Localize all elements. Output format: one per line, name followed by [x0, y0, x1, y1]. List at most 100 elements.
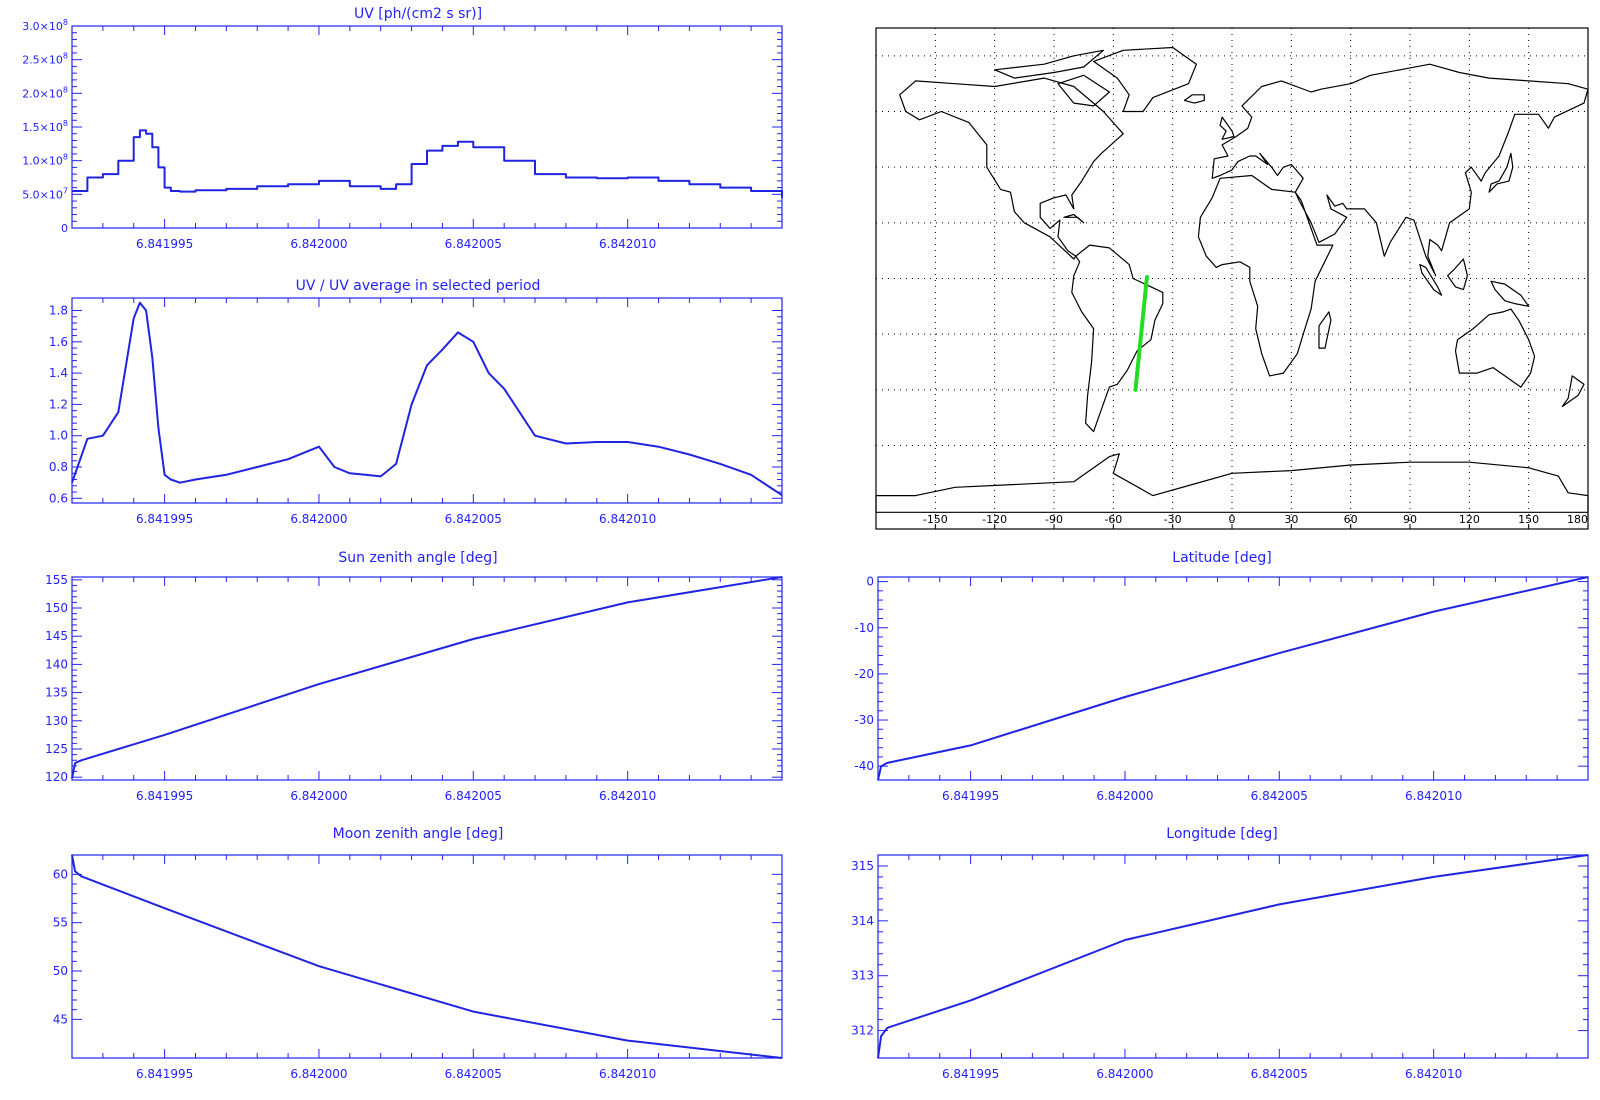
sun-zenith-x-tick-label: 6.842005 — [445, 789, 502, 803]
latitude-title: Latitude [deg] — [1172, 550, 1271, 566]
sun-zenith-x-tick-label: 6.841995 — [136, 789, 193, 803]
uv-ratio-x-tick-label: 6.842005 — [445, 512, 502, 526]
moon-zenith-y-tick-label: 60 — [53, 867, 68, 881]
uv-ratio-panel: UV / UV average in selected period 6.841… — [49, 278, 783, 526]
uv-ratio-x-tick-label: 6.842000 — [290, 512, 347, 526]
coastline-arctic-islands — [994, 49, 1105, 79]
sun-zenith-y-tick-label: 120 — [45, 770, 68, 784]
moon-zenith-y-tick-label: 45 — [53, 1012, 68, 1026]
uv-y-tick-label: 1.5×108 — [22, 119, 68, 134]
coastline-new-guinea — [1490, 280, 1530, 307]
uv-y-tick-label: 2.0×108 — [22, 85, 68, 100]
map-x-tick-label: 180 — [1567, 513, 1588, 526]
latitude-plot-frame — [877, 576, 1589, 781]
moon-zenith-x-tick-label: 6.842010 — [599, 1067, 656, 1081]
latitude-y-tick-label: -30 — [854, 713, 874, 727]
sun-zenith-x-tick-label: 6.842010 — [599, 789, 656, 803]
coastline-iceland — [1183, 94, 1205, 104]
coastline-japan — [1488, 152, 1514, 193]
uv-y-tick-label: 0 — [61, 222, 68, 235]
sun-zenith-y-tick-label: 155 — [45, 573, 68, 587]
longitude-x-tick-label: 6.842005 — [1251, 1067, 1308, 1081]
map-x-tick-label: -90 — [1045, 513, 1063, 526]
uv-title: UV [ph/(cm2 s sr)] — [354, 6, 482, 22]
sun-zenith-series-line — [71, 576, 783, 779]
ground-track — [1133, 275, 1149, 392]
longitude-x-tick-label: 6.842000 — [1096, 1067, 1153, 1081]
uv-ratio-y-tick-label: 1.4 — [49, 366, 68, 380]
longitude-x-tick-label: 6.841995 — [942, 1067, 999, 1081]
world-map-panel: -150 -120 -90 -60 -30 0 30 60 90 120 150 180 — [875, 27, 1589, 530]
moon-zenith-title: Moon zenith angle [deg] — [333, 826, 504, 842]
latitude-series-line — [877, 576, 1589, 781]
longitude-title: Longitude [deg] — [1166, 826, 1277, 842]
uv-ratio-x-tick-label: 6.841995 — [136, 512, 193, 526]
sun-zenith-y-tick-label: 125 — [45, 742, 68, 756]
sun-zenith-y-tick-label: 145 — [45, 629, 68, 643]
moon-zenith-y-tick-label: 55 — [53, 916, 68, 930]
latitude-x-tick-label: 6.842000 — [1096, 789, 1153, 803]
latitude-x-tick-label: 6.842005 — [1251, 789, 1308, 803]
moon-zenith-plot-frame — [71, 854, 783, 1059]
uv-ratio-y-tick-label: 0.6 — [49, 491, 68, 505]
uv-plot-frame — [71, 25, 783, 229]
coastline-madagascar — [1318, 311, 1332, 349]
moon-zenith-panel: Moon zenith angle [deg] 6.841995 6.842000… — [53, 826, 783, 1081]
sun-zenith-y-tick-label: 130 — [45, 714, 68, 728]
sun-zenith-title: Sun zenith angle [deg] — [338, 550, 497, 566]
uv-ratio-y-tick-label: 1.6 — [49, 335, 68, 349]
sun-zenith-panel: Sun zenith angle [deg] 6.841995 6.842000 6… — [45, 550, 783, 803]
coastline-antarctica — [875, 453, 1589, 513]
uv-panel: UV [ph/(cm2 s sr)] 6.841995 6.842000 6.842… — [22, 6, 783, 251]
sun-zenith-plot-frame — [71, 576, 783, 781]
longitude-y-tick-label: 314 — [851, 914, 874, 928]
latitude-x-tick-label: 6.841995 — [942, 789, 999, 803]
longitude-y-tick-label: 315 — [851, 859, 874, 873]
latitude-y-tick-label: -10 — [854, 621, 874, 635]
coastline-sumatra — [1419, 264, 1443, 296]
latitude-panel: Latitude [deg] 6.841995 6.842000 6.842005 6… — [854, 550, 1589, 803]
coastline-greenland — [1092, 46, 1198, 113]
moon-zenith-x-tick-label: 6.841995 — [136, 1067, 193, 1081]
uv-ratio-y-tick-label: 0.8 — [49, 460, 68, 474]
sun-zenith-y-tick-label: 135 — [45, 686, 68, 700]
map-frame — [875, 27, 1589, 530]
longitude-y-tick-label: 312 — [851, 1024, 874, 1038]
uv-ratio-y-tick-label: 1.2 — [49, 397, 68, 411]
map-x-tick-label: 60 — [1344, 513, 1358, 526]
uv-ratio-y-tick-label: 1.0 — [49, 429, 68, 443]
latitude-y-tick-label: -40 — [854, 759, 874, 773]
coastline-australia — [1454, 308, 1536, 388]
map-x-tick-label: 0 — [1229, 513, 1236, 526]
map-x-tick-label: -30 — [1164, 513, 1182, 526]
latitude-y-tick-label: -20 — [854, 667, 874, 681]
uv-y-tick-label: 3.0×108 — [22, 18, 68, 33]
coastline-south-america — [1071, 244, 1164, 433]
coastline-north-america — [899, 77, 1124, 260]
uv-x-tick-label: 6.841995 — [136, 237, 193, 251]
uv-x-tick-label: 6.842000 — [290, 237, 347, 251]
coastline-new-zealand — [1561, 375, 1585, 408]
uv-ratio-y-tick-label: 1.8 — [49, 304, 68, 318]
longitude-panel: Longitude [deg] 6.841995 6.842000 6.842005… — [851, 826, 1589, 1081]
uv-ratio-x-tick-label: 6.842010 — [599, 512, 656, 526]
coastline-eurasia — [1211, 63, 1589, 277]
map-x-tick-label: -60 — [1104, 513, 1122, 526]
uv-y-tick-label: 5.0×107 — [22, 186, 68, 201]
sun-zenith-y-tick-label: 140 — [45, 657, 68, 671]
map-x-tick-label: -150 — [923, 513, 948, 526]
coastline-africa — [1197, 174, 1334, 377]
uv-x-tick-label: 6.842005 — [445, 237, 502, 251]
coastline-borneo — [1446, 258, 1469, 291]
longitude-series-line — [877, 854, 1589, 1059]
coastline-uk — [1219, 116, 1235, 140]
map-x-tick-label: 30 — [1284, 513, 1298, 526]
coastline-cuba — [1063, 213, 1085, 224]
sun-zenith-y-tick-label: 150 — [45, 601, 68, 615]
map-x-tick-label: 120 — [1459, 513, 1480, 526]
uv-ratio-plot-frame — [71, 297, 783, 504]
map-x-tick-label: 150 — [1518, 513, 1539, 526]
latitude-y-tick-label: 0 — [866, 575, 874, 589]
longitude-plot-frame — [877, 854, 1589, 1059]
